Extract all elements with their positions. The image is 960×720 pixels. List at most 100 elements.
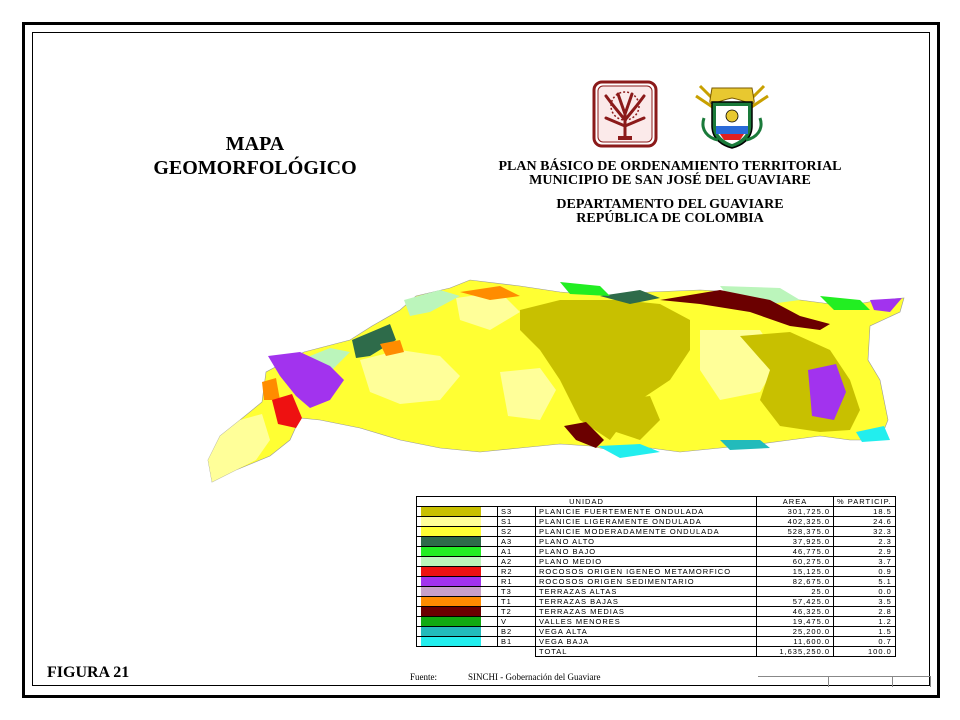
legend-code: A3 — [497, 536, 536, 547]
map-region-a3-north — [600, 290, 660, 304]
legend-row: A2 PLANO MEDIO 60,275.0 3.7 — [416, 556, 896, 567]
legend-swatch — [416, 516, 498, 527]
legend-code: T3 — [497, 586, 536, 597]
legend-pct: 0.9 — [833, 566, 896, 577]
map-region-b2-east — [720, 440, 770, 450]
legend-swatch — [416, 546, 498, 557]
legend-header-pct: % PARTICIP. — [833, 496, 896, 507]
legend-pct: 1.5 — [833, 626, 896, 637]
legend-name: PLANICIE FUERTEMENTE ONDULADA — [535, 506, 757, 517]
legend-name: PLANICIE MODERADAMENTE ONDULADA — [535, 526, 757, 537]
legend-code: V — [497, 616, 536, 627]
legend-row: R2 ROCOSOS ORIGEN IGENEO METAMORFICO 15,12… — [416, 566, 896, 577]
legend-code: B2 — [497, 626, 536, 637]
legend-swatch — [416, 566, 498, 577]
legend-pct: 32.3 — [833, 526, 896, 537]
plan-title: PLAN BÁSICO DE ORDENAMIENTO TERRITORIAL — [498, 159, 842, 174]
legend-swatch-color — [421, 567, 481, 576]
map-region-s1-center — [500, 368, 556, 420]
legend-pct: 2.3 — [833, 536, 896, 547]
legend-swatch-color — [421, 537, 481, 546]
legend-swatch — [416, 536, 498, 547]
legend-swatch — [416, 576, 498, 587]
legend-swatch-color — [421, 517, 481, 526]
legend-swatch-color — [421, 587, 481, 596]
legend-area: 60,275.0 — [756, 556, 834, 567]
legend-pct: 3.7 — [833, 556, 896, 567]
legend-name: VEGA ALTA — [535, 626, 757, 637]
legend-code: R2 — [497, 566, 536, 577]
legend-area: 11,600.0 — [756, 636, 834, 647]
map-region-a3 — [352, 324, 396, 358]
legend-swatch — [416, 616, 498, 627]
legend-row: V VALLES MENORES 19,475.0 1.2 — [416, 616, 896, 627]
map-region-t1-north — [460, 286, 520, 300]
legend-area: 301,725.0 — [756, 506, 834, 517]
inner-frame — [32, 32, 930, 686]
legend-area: 19,475.0 — [756, 616, 834, 627]
figure-label: FIGURA 21 — [47, 664, 130, 681]
map-region-t2-north — [660, 290, 830, 330]
legend-area: 46,775.0 — [756, 546, 834, 557]
source-label: Fuente: — [410, 672, 437, 682]
source-rule — [758, 676, 931, 687]
legend-name: TERRAZAS BAJAS — [535, 596, 757, 607]
legend-swatch — [416, 606, 498, 617]
legend-pct: 2.9 — [833, 546, 896, 557]
legend-swatch — [416, 506, 498, 517]
map-region-b1-south — [598, 444, 660, 458]
legend-header-area: AREA — [756, 496, 834, 507]
legend-code: A1 — [497, 546, 536, 557]
map-region-r1-west — [268, 352, 344, 408]
source-text: SINCHI - Gobernación del Guaviare — [468, 672, 601, 682]
legend-swatch — [416, 586, 498, 597]
legend-row: A3 PLANO ALTO 37,925.0 2.3 — [416, 536, 896, 547]
legend-swatch-color — [421, 607, 481, 616]
map-region-r2 — [272, 394, 302, 428]
legend-pct: 1.2 — [833, 616, 896, 627]
map-region-a1-ne — [820, 296, 870, 310]
map-region-a2-north — [404, 290, 460, 316]
legend-swatch — [416, 636, 498, 647]
coat-of-arms-logo — [695, 84, 769, 149]
legend-name: TERRAZAS ALTAS — [535, 586, 757, 597]
legend-name: PLANICIE LIGERAMENTE ONDULADA — [535, 516, 757, 527]
legend-swatch — [416, 596, 498, 607]
legend-pct: 24.6 — [833, 516, 896, 527]
legend-row: T3 TERRAZAS ALTAS 25.0 0.0 — [416, 586, 896, 597]
legend-area: 57,425.0 — [756, 596, 834, 607]
legend-name: PLANO BAJO — [535, 546, 757, 557]
legend-pct: 0.0 — [833, 586, 896, 597]
map-region-r1-east — [808, 364, 846, 420]
legend-total-pct: 100.0 — [833, 646, 896, 657]
map-region-t1-mid — [380, 340, 404, 356]
legend-code: R1 — [497, 576, 536, 587]
legend-header-unit: UNIDAD — [416, 496, 757, 507]
legend-row: S1 PLANICIE LIGERAMENTE ONDULADA 402,325.0… — [416, 516, 896, 527]
legend-area: 37,925.0 — [756, 536, 834, 547]
map-region-b1-east — [856, 426, 890, 442]
legend-header-row: UNIDAD AREA% PARTICIP. — [416, 496, 896, 507]
legend-total-area: 1,635,250.0 — [756, 646, 834, 657]
legend-pct: 3.5 — [833, 596, 896, 607]
legend-pct: 18.5 — [833, 506, 896, 517]
legend-name: PLANO MEDIO — [535, 556, 757, 567]
legend-row: R1 ROCOSOS ORIGEN SEDIMENTARIO 82,675.0 5.1 — [416, 576, 896, 587]
legend-table: UNIDAD AREA% PARTICIP. S3 PLANICIE FUERTEME… — [416, 496, 896, 657]
map-region-s1-north — [456, 292, 520, 330]
legend-name: ROCOSOS ORIGEN IGENEO METAMORFICO — [535, 566, 757, 577]
legend-swatch-color — [421, 527, 481, 536]
map-title-line-1: MAPA — [225, 133, 285, 155]
tree-emblem-logo — [592, 80, 658, 148]
legend-code: B1 — [497, 636, 536, 647]
legend-row: S3 PLANICIE FUERTEMENTE ONDULADA 301,725.0… — [416, 506, 896, 517]
legend-swatch-color — [421, 627, 481, 636]
legend-row: S2 PLANICIE MODERADAMENTE ONDULADA 528,375… — [416, 526, 896, 537]
legend-area: 15,125.0 — [756, 566, 834, 577]
legend-code: T1 — [497, 596, 536, 607]
legend-swatch-color — [421, 577, 481, 586]
legend-code: A2 — [497, 556, 536, 567]
map-title: MAPA GEOMORFOLÓGICO — [140, 132, 370, 180]
map-region-r1-ne — [870, 298, 902, 312]
legend-name: VALLES MENORES — [535, 616, 757, 627]
